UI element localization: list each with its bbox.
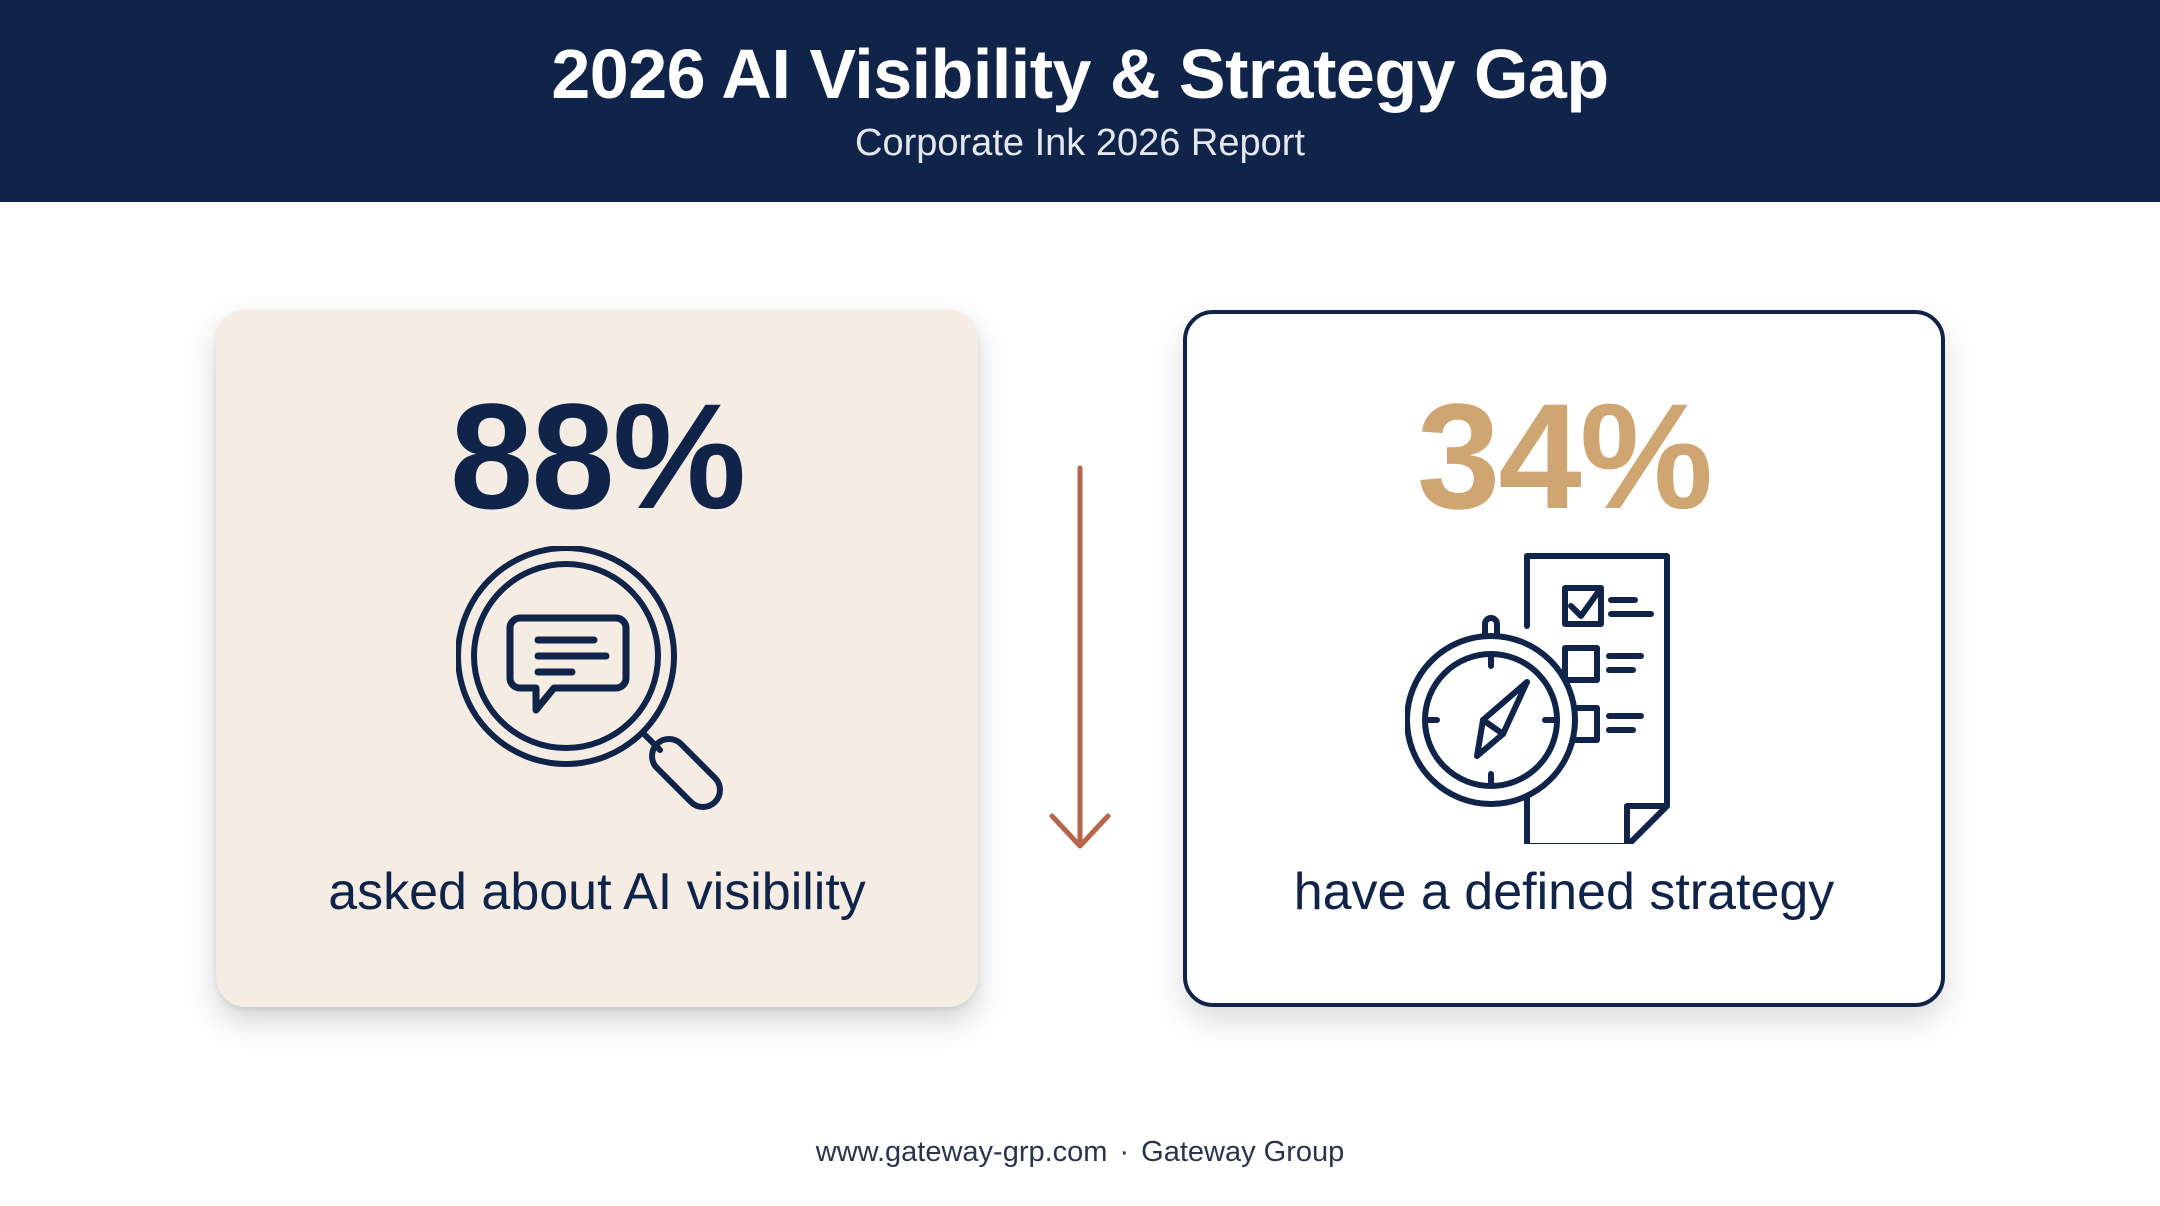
page-subtitle: Corporate Ink 2026 Report [855, 122, 1305, 164]
stat-card-defined-strategy: 34% hav [1183, 310, 1945, 1007]
footer-company: Gateway Group [1141, 1136, 1345, 1168]
stat-caption: have a defined strategy [1293, 863, 1835, 921]
stat-card-ai-visibility: 88% asked about AI visibility [216, 310, 978, 1007]
stat-caption: asked about AI visibility [328, 863, 866, 921]
stat-value: 34% [1416, 372, 1713, 540]
arrow-down-icon [1049, 465, 1111, 849]
page-title: 2026 AI Visibility & Strategy Gap [551, 35, 1609, 113]
footer: www.gateway-grp.com · Gateway Group [0, 1136, 2160, 1169]
compass-checklist-icon [1405, 553, 1670, 844]
stat-value: 88% [449, 372, 746, 540]
footer-website: www.gateway-grp.com [815, 1136, 1108, 1168]
footer-separator: · [1119, 1136, 1130, 1168]
magnifier-chat-icon [456, 546, 723, 810]
header-banner: 2026 AI Visibility & Strategy Gap Corpor… [0, 0, 2160, 202]
